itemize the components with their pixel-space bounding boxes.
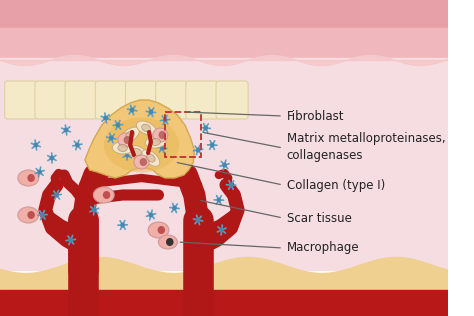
Circle shape	[124, 136, 131, 144]
FancyBboxPatch shape	[186, 81, 218, 119]
Circle shape	[68, 238, 73, 242]
Ellipse shape	[118, 133, 133, 147]
Bar	[165, 112, 201, 157]
Circle shape	[49, 155, 54, 161]
Ellipse shape	[142, 150, 160, 166]
Ellipse shape	[146, 136, 166, 148]
Ellipse shape	[137, 121, 156, 135]
Circle shape	[64, 127, 68, 132]
Text: Collagen (type I): Collagen (type I)	[287, 179, 385, 191]
FancyBboxPatch shape	[216, 81, 248, 119]
Circle shape	[172, 205, 177, 210]
Circle shape	[37, 169, 42, 174]
Ellipse shape	[146, 154, 155, 162]
Circle shape	[27, 174, 35, 182]
Ellipse shape	[121, 127, 139, 143]
Ellipse shape	[134, 155, 149, 169]
Ellipse shape	[112, 142, 133, 154]
Circle shape	[210, 143, 215, 148]
Circle shape	[120, 222, 125, 228]
Circle shape	[219, 228, 224, 233]
Circle shape	[196, 148, 201, 153]
Ellipse shape	[158, 235, 177, 249]
Circle shape	[116, 123, 120, 127]
Ellipse shape	[151, 138, 160, 145]
Ellipse shape	[118, 144, 128, 151]
Ellipse shape	[148, 222, 169, 238]
Circle shape	[222, 162, 227, 167]
Ellipse shape	[126, 131, 135, 139]
Circle shape	[166, 238, 173, 246]
Circle shape	[27, 211, 35, 219]
Text: collagenases: collagenases	[287, 149, 363, 162]
Circle shape	[203, 125, 208, 131]
Circle shape	[109, 136, 114, 141]
Circle shape	[196, 217, 201, 222]
Circle shape	[130, 107, 135, 112]
Circle shape	[217, 198, 221, 203]
Ellipse shape	[104, 118, 179, 173]
Circle shape	[163, 118, 167, 123]
Circle shape	[148, 212, 153, 217]
Text: Macrophage: Macrophage	[287, 241, 359, 254]
Circle shape	[75, 143, 80, 148]
Circle shape	[103, 116, 108, 120]
Circle shape	[157, 226, 165, 234]
Polygon shape	[85, 100, 194, 178]
Text: Scar tissue: Scar tissue	[287, 211, 352, 224]
FancyBboxPatch shape	[5, 81, 37, 119]
Ellipse shape	[142, 124, 151, 132]
Circle shape	[158, 131, 166, 139]
FancyBboxPatch shape	[126, 81, 157, 119]
FancyBboxPatch shape	[35, 81, 67, 119]
Circle shape	[160, 145, 164, 150]
Text: Fibroblast: Fibroblast	[287, 110, 344, 123]
Circle shape	[34, 143, 38, 148]
Circle shape	[40, 212, 45, 217]
Ellipse shape	[132, 148, 141, 156]
Circle shape	[54, 192, 59, 198]
Circle shape	[140, 158, 147, 166]
Ellipse shape	[18, 207, 39, 223]
Circle shape	[229, 183, 234, 187]
Circle shape	[103, 191, 110, 199]
Ellipse shape	[18, 170, 39, 186]
Circle shape	[125, 153, 130, 157]
Text: Matrix metalloproteinases,: Matrix metalloproteinases,	[287, 132, 446, 145]
Ellipse shape	[153, 128, 168, 142]
Ellipse shape	[127, 145, 147, 159]
Circle shape	[92, 208, 97, 212]
Circle shape	[148, 110, 153, 114]
FancyBboxPatch shape	[155, 81, 188, 119]
Ellipse shape	[93, 187, 114, 203]
FancyBboxPatch shape	[95, 81, 128, 119]
FancyBboxPatch shape	[65, 81, 97, 119]
